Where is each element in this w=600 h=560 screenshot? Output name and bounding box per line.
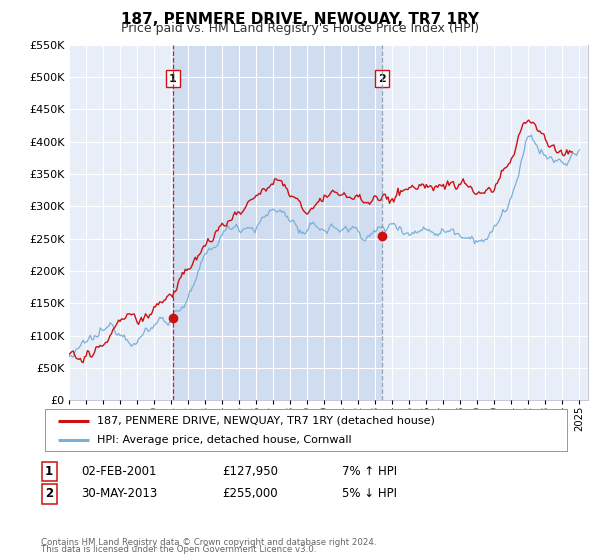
Text: 187, PENMERE DRIVE, NEWQUAY, TR7 1RY: 187, PENMERE DRIVE, NEWQUAY, TR7 1RY [121,12,479,27]
Text: 7% ↑ HPI: 7% ↑ HPI [342,465,397,478]
Text: £255,000: £255,000 [222,487,278,501]
Text: 5% ↓ HPI: 5% ↓ HPI [342,487,397,501]
Text: HPI: Average price, detached house, Cornwall: HPI: Average price, detached house, Corn… [97,435,352,445]
Text: 187, PENMERE DRIVE, NEWQUAY, TR7 1RY (detached house): 187, PENMERE DRIVE, NEWQUAY, TR7 1RY (de… [97,416,435,426]
Text: 2: 2 [379,73,386,83]
Text: 30-MAY-2013: 30-MAY-2013 [81,487,157,501]
Text: Contains HM Land Registry data © Crown copyright and database right 2024.: Contains HM Land Registry data © Crown c… [41,538,376,547]
Text: 1: 1 [45,465,53,478]
Text: This data is licensed under the Open Government Licence v3.0.: This data is licensed under the Open Gov… [41,545,316,554]
Text: 1: 1 [169,73,176,83]
Text: Price paid vs. HM Land Registry's House Price Index (HPI): Price paid vs. HM Land Registry's House … [121,22,479,35]
Text: £127,950: £127,950 [222,465,278,478]
Text: 2: 2 [45,487,53,501]
Text: 02-FEB-2001: 02-FEB-2001 [81,465,157,478]
Bar [173,45,382,400]
